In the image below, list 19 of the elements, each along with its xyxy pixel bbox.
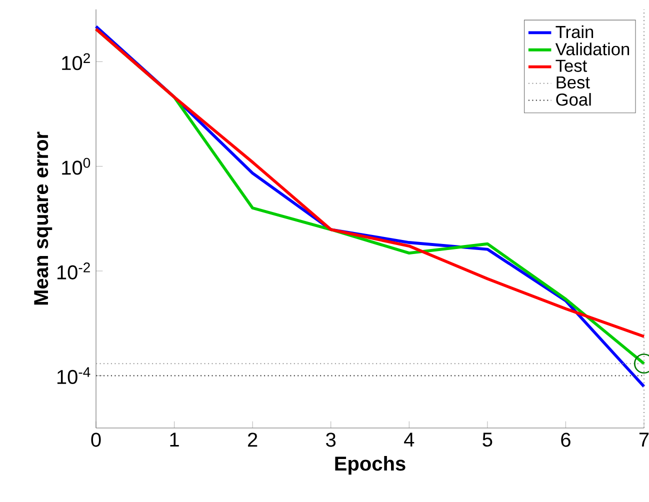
x-tick-label: 2 (248, 432, 258, 447)
x-tick-label: 4 (404, 432, 414, 446)
y-tick-label: 10$^{-4}$ (57, 367, 90, 384)
x-tick-label: 1 (170, 432, 179, 446)
y-tick-label: 10$^{2}$ (62, 53, 90, 70)
x-tick-label: 3 (326, 432, 336, 447)
y-axis-title: Mean square error (34, 132, 52, 305)
legend-label: Validation (555, 42, 630, 56)
y-tick-label: 10$^{-2}$ (57, 262, 90, 280)
x-tick-label: 7 (639, 432, 649, 446)
y-tick-label: 10$^{0}$ (62, 158, 90, 175)
x-tick-label: 5 (482, 432, 492, 447)
legend-label: Goal (556, 93, 591, 106)
legend-label: Train (556, 25, 594, 38)
x-tick-label: 6 (561, 432, 570, 447)
x-tick-label: 0 (91, 432, 101, 447)
legend-label: Best (556, 76, 590, 89)
legend-label: Test (556, 60, 588, 72)
x-axis-title: Epochs (335, 456, 406, 475)
